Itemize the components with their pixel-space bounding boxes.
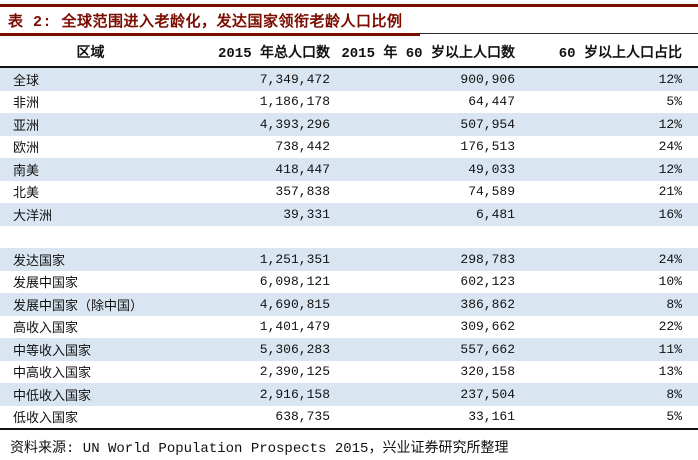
total-pop-cell: 418,447 [275,161,330,177]
title-underline-accent [0,33,420,36]
over60-pop-cell: 237,504 [460,386,515,402]
region-cell: 发达国家 [13,253,66,269]
table-bottom-rule [0,428,698,430]
table-body: 全球 7,349,472 900,906 12% 非洲 1,186,178 64,447 5%… [0,68,698,428]
region-cell: 大洋洲 [13,208,53,224]
region-cell: 发展中国家 [13,276,79,292]
region-cell: 全球 [13,73,40,89]
region-cell: 中等收入国家 [13,343,92,359]
over60-share-cell: 5% [666,94,682,110]
header-over60-pop: 2015 年 60 岁以上人口数 [341,45,515,62]
total-pop-cell: 1,401,479 [259,319,330,335]
table-row: 全球 7,349,472 900,906 12% [0,68,698,91]
over60-pop-cell: 386,862 [460,296,515,312]
table-row: 发展中国家（除中国） 4,690,815 386,862 8% [0,293,698,316]
over60-share-cell: 12% [658,71,682,87]
table-row: 南美 418,447 49,033 12% [0,158,698,181]
over60-pop-cell: 6,481 [475,206,515,222]
over60-share-cell: 21% [658,184,682,200]
region-cell: 南美 [13,163,40,179]
table-row: 欧洲 738,442 176,513 24% [0,136,698,159]
total-pop-cell: 4,690,815 [259,296,330,312]
source-note: 资料来源: UN World Population Prospects 2015… [10,441,509,457]
total-pop-cell: 638,735 [275,409,330,425]
table-row: 大洋洲 39,331 6,481 16% [0,203,698,226]
total-pop-cell: 1,186,178 [259,94,330,110]
over60-share-cell: 11% [658,341,682,357]
over60-pop-cell: 320,158 [460,364,515,380]
table-title: 表 2: 全球范围进入老龄化，发达国家领衔老龄人口比例 [8,14,403,31]
table-row: 亚洲 4,393,296 507,954 12% [0,113,698,136]
data-table: 区域 2015 年总人口数 2015 年 60 岁以上人口数 60 岁以上人口占… [0,37,698,430]
total-pop-cell: 7,349,472 [259,71,330,87]
table-row: 发展中国家 6,098,121 602,123 10% [0,271,698,294]
region-cell: 中高收入国家 [13,366,92,382]
total-pop-cell: 4,393,296 [259,116,330,132]
region-cell: 高收入国家 [13,321,79,337]
table-row: 高收入国家 1,401,479 309,662 22% [0,316,698,339]
over60-pop-cell: 298,783 [460,251,515,267]
region-cell: 亚洲 [13,118,40,134]
total-pop-cell: 357,838 [275,184,330,200]
over60-share-cell: 5% [666,409,682,425]
region-cell: 非洲 [13,96,40,112]
total-pop-cell: 1,251,351 [259,251,330,267]
over60-pop-cell: 74,589 [468,184,515,200]
over60-pop-cell: 64,447 [468,94,515,110]
region-cell: 北美 [13,186,40,202]
total-pop-cell: 39,331 [283,206,330,222]
over60-pop-cell: 507,954 [460,116,515,132]
header-over60-share: 60 岁以上人口占比 [558,45,682,62]
total-pop-cell: 2,916,158 [259,386,330,402]
table-row: 北美 357,838 74,589 21% [0,181,698,204]
region-cell: 中低收入国家 [13,388,92,404]
table-row: 非洲 1,186,178 64,447 5% [0,91,698,114]
over60-share-cell: 13% [658,364,682,380]
over60-share-cell: 16% [658,206,682,222]
over60-share-cell: 8% [666,386,682,402]
over60-share-cell: 24% [658,251,682,267]
table-header-row: 区域 2015 年总人口数 2015 年 60 岁以上人口数 60 岁以上人口占… [0,37,698,68]
table-row: 中高收入国家 2,390,125 320,158 13% [0,361,698,384]
over60-pop-cell: 309,662 [460,319,515,335]
title-underline [0,33,698,36]
over60-share-cell: 8% [666,296,682,312]
over60-share-cell: 22% [658,319,682,335]
over60-pop-cell: 602,123 [460,274,515,290]
total-pop-cell: 6,098,121 [259,274,330,290]
table-row: 发达国家 1,251,351 298,783 24% [0,248,698,271]
over60-pop-cell: 49,033 [468,161,515,177]
over60-share-cell: 24% [658,139,682,155]
header-total-pop: 2015 年总人口数 [217,45,330,62]
total-pop-cell: 738,442 [275,139,330,155]
top-rule [0,4,698,7]
over60-pop-cell: 33,161 [468,409,515,425]
total-pop-cell: 5,306,283 [259,341,330,357]
table-row: 低收入国家 638,735 33,161 5% [0,406,698,429]
region-cell: 低收入国家 [13,411,79,427]
over60-pop-cell: 557,662 [460,341,515,357]
region-cell: 欧洲 [13,141,40,157]
over60-share-cell: 12% [658,116,682,132]
over60-pop-cell: 176,513 [460,139,515,155]
total-pop-cell: 2,390,125 [259,364,330,380]
table-row: 中低收入国家 2,916,158 237,504 8% [0,383,698,406]
table-row: 中等收入国家 5,306,283 557,662 11% [0,338,698,361]
region-cell: 发展中国家（除中国） [13,298,144,314]
spacer-row [0,226,698,249]
header-region: 区域 [76,45,105,62]
over60-share-cell: 10% [658,274,682,290]
over60-share-cell: 12% [658,161,682,177]
over60-pop-cell: 900,906 [460,71,515,87]
